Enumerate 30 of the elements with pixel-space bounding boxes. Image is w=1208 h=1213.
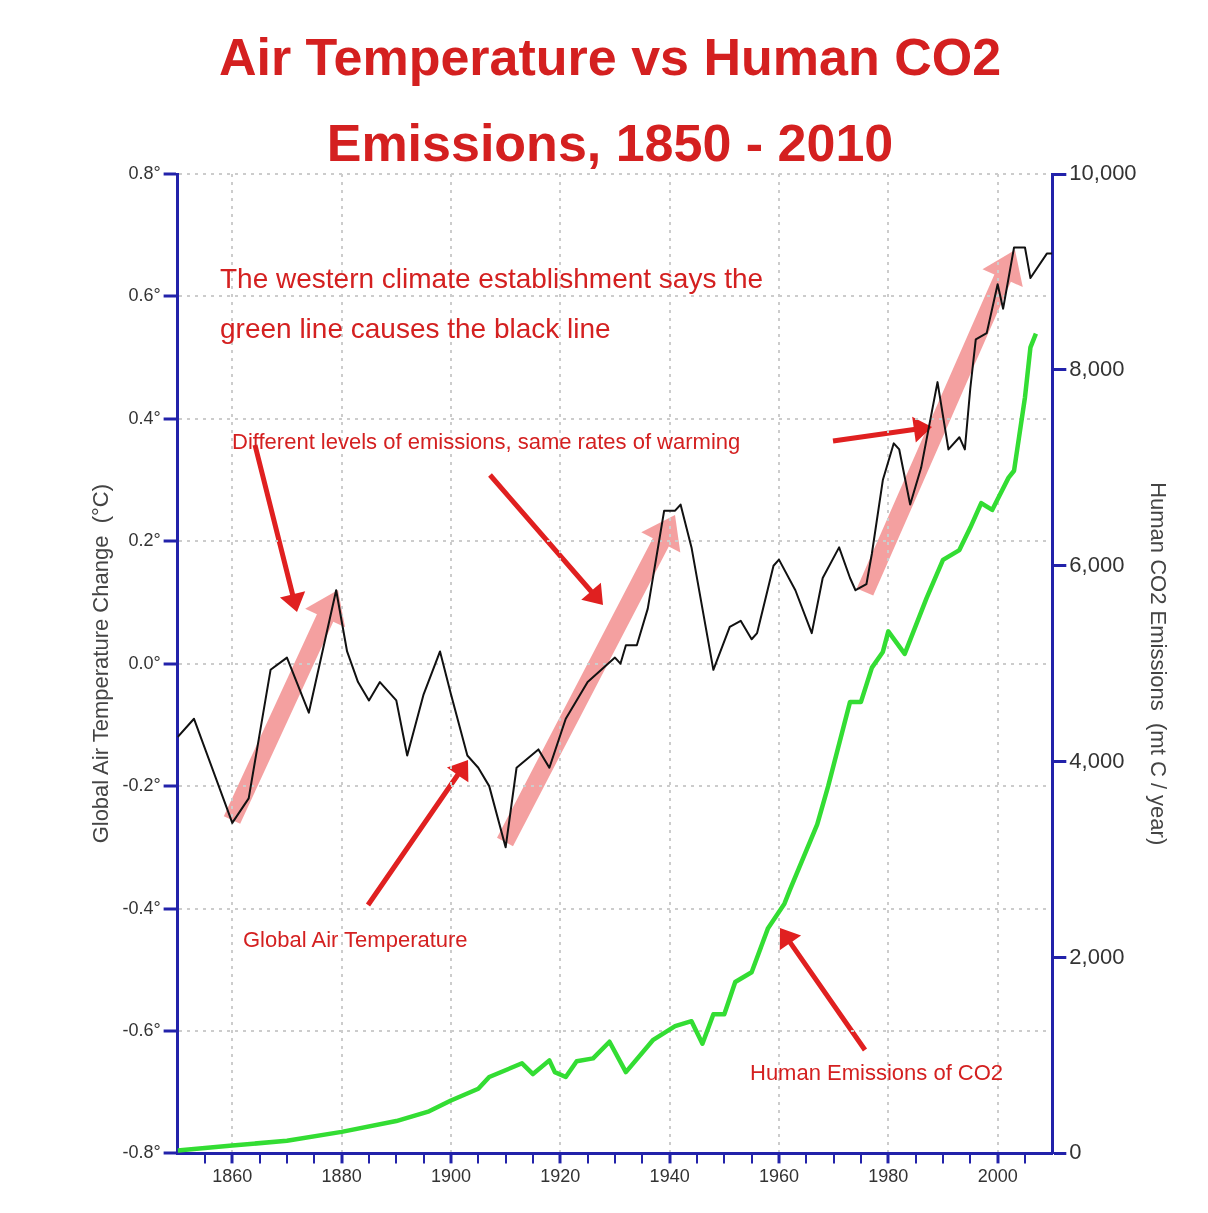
y2-tick-label: 6,000 — [1069, 551, 1125, 577]
y2-tick-label: 10,000 — [1069, 160, 1137, 186]
y2-tick-label: 8,000 — [1069, 355, 1125, 381]
annotation: Human Emissions of CO2 — [750, 1059, 1005, 1087]
x-tick-label: 1960 — [758, 1166, 799, 1187]
y-tick-label: -0.6° — [122, 1019, 161, 1040]
y2-tick-label: 0 — [1069, 1139, 1082, 1165]
y2-axis-title: Human CO2 Emissions (mt C / year) — [1145, 482, 1171, 846]
y2-tick-label: 2,000 — [1069, 943, 1125, 969]
x-tick-label: 1920 — [540, 1166, 581, 1187]
chart-title: Air Temperature vs Human CO2 Emissions, 1850 - 2010 — [217, 27, 1003, 174]
x-tick-label: 1980 — [868, 1166, 909, 1187]
y-axis-title: Global Air Temperature Change (°C) — [88, 484, 114, 844]
y2-tick-label: 4,000 — [1069, 747, 1125, 773]
annotation: Global Air Temperature — [243, 926, 469, 954]
y-tick-label: -0.2° — [122, 775, 161, 796]
y-tick-label: -0.8° — [122, 1142, 161, 1163]
y-tick-label: 0.2° — [128, 530, 161, 551]
x-tick-label: 1880 — [321, 1166, 362, 1187]
x-tick-label: 2000 — [977, 1166, 1018, 1187]
annotation: Different levels of emissions, same rates of warming — [232, 428, 742, 456]
y-tick-label: 0.4° — [128, 407, 161, 428]
annotation: The western climate establishment says the green line causes the black line — [220, 262, 765, 346]
y-tick-label: 0.0° — [128, 652, 161, 673]
x-tick-label: 1940 — [649, 1166, 690, 1187]
y-tick-label: 0.8° — [128, 162, 161, 183]
y-tick-label: -0.4° — [122, 897, 161, 918]
x-tick-label: 1900 — [430, 1166, 471, 1187]
y-tick-label: 0.6° — [128, 285, 161, 306]
x-tick-label: 1860 — [212, 1166, 253, 1187]
